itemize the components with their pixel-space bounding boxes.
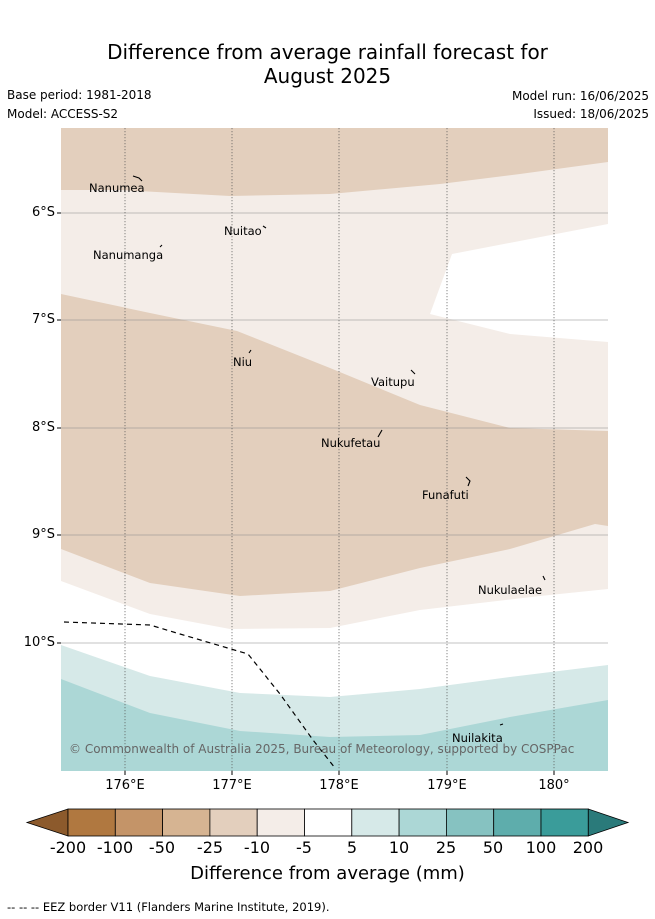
- colorbar-tick-label: 25: [435, 838, 457, 857]
- title-line-1: Difference from average rainfall forecas…: [107, 40, 548, 64]
- colorbar-extend-low: [25, 808, 69, 837]
- island-nanumea-outline: [132, 175, 143, 182]
- island-vaitupu-outline: [410, 369, 416, 375]
- lat-label-8s: 8°S: [31, 420, 55, 435]
- colorbar-tick-label: -25: [196, 838, 224, 857]
- model-run: Model run: 16/06/2025: [511, 89, 649, 103]
- base-period: Base period: 1981-2018: [7, 88, 152, 102]
- lon-label-177e: 177°E: [212, 778, 252, 793]
- anomaly-zone-tan-central: [61, 294, 608, 596]
- colorbar-extend-high: [587, 808, 630, 837]
- place-label-nuilakita: Nuilakita: [452, 731, 503, 745]
- place-label-nukulaelae: Nukulaelae: [478, 583, 543, 597]
- anomaly-zone-teal: [61, 679, 608, 771]
- lon-label-179e: 179°E: [427, 778, 467, 793]
- colorbar-segment: [493, 808, 542, 837]
- colorbar-segment: [162, 808, 211, 837]
- island-nukulaelae-outline: [542, 575, 546, 581]
- island-outlines: [132, 175, 546, 726]
- model-name: Model: ACCESS-S2: [7, 107, 119, 121]
- colorbar-segment: [67, 808, 116, 837]
- island-nuitao-outline: [262, 225, 267, 229]
- colorbar: [25, 808, 630, 837]
- lon-label-180: 180°: [538, 778, 570, 793]
- colorbar-segment: [209, 808, 258, 837]
- place-label-niu: Niu: [233, 355, 253, 369]
- island-niu-outline: [248, 349, 252, 354]
- colorbar-segment: [304, 808, 353, 837]
- map-title: Difference from average rainfall forecas…: [0, 40, 655, 88]
- island-nukufetau-outline: [377, 429, 383, 438]
- lat-label-6s: 6°S: [31, 205, 55, 220]
- island-funafuti-outline: [465, 476, 471, 487]
- copyright-notice: © Commonwealth of Australia 2025, Bureau…: [69, 742, 575, 756]
- colorbar-tick-label: -10: [243, 838, 271, 857]
- lat-label-10s: 10°S: [23, 635, 55, 650]
- island-nuilakita-outline: [499, 723, 504, 726]
- island-nanumanga-outline: [159, 244, 163, 248]
- colorbar-segment: [256, 808, 305, 837]
- colorbar-label: Difference from average (mm): [190, 863, 465, 884]
- lat-label-7s: 7°S: [31, 312, 55, 327]
- place-label-funafuti: Funafuti: [422, 488, 469, 502]
- colorbar-tick-label: -200: [49, 838, 87, 857]
- colorbar-tick-label: -5: [296, 838, 312, 857]
- colorbar-segment: [445, 808, 495, 837]
- colorbar-tick-label: 10: [388, 838, 410, 857]
- colorbar-tick-label: 5: [346, 838, 358, 857]
- lat-label-9s: 9°S: [31, 527, 55, 542]
- colorbar-tick-label: -100: [96, 838, 134, 857]
- colorbar-tick-label: -50: [148, 838, 176, 857]
- place-label-nanumea: Nanumea: [89, 181, 145, 195]
- colorbar-segment: [398, 808, 447, 837]
- place-label-nuitao: Nuitao: [224, 224, 262, 238]
- lon-label-178e: 178°E: [319, 778, 359, 793]
- colorbar-segment: [351, 808, 400, 837]
- colorbar-segment: [540, 808, 589, 837]
- anomaly-zone-tan-north: [61, 128, 608, 196]
- colorbar-segment: [114, 808, 164, 837]
- place-label-vaitupu: Vaitupu: [371, 375, 415, 389]
- colorbar-tick-label: 200: [572, 838, 604, 857]
- place-label-nanumanga: Nanumanga: [93, 248, 164, 262]
- colorbar-tick-label: 100: [525, 838, 557, 857]
- issued-date: Issued: 18/06/2025: [533, 107, 649, 121]
- axis-ticks: [57, 212, 555, 775]
- map-canvas: [61, 128, 608, 771]
- colorbar-tick-label: 50: [482, 838, 504, 857]
- latitude-gridlines: [61, 212, 608, 644]
- lon-label-176e: 176°E: [105, 778, 145, 793]
- eez-legend-note: -- -- -- EEZ border V11 (Flanders Marine…: [7, 900, 330, 914]
- longitude-gridlines: [124, 128, 555, 771]
- place-label-nukufetau: Nukufetau: [321, 436, 381, 450]
- title-line-2: August 2025: [263, 64, 392, 88]
